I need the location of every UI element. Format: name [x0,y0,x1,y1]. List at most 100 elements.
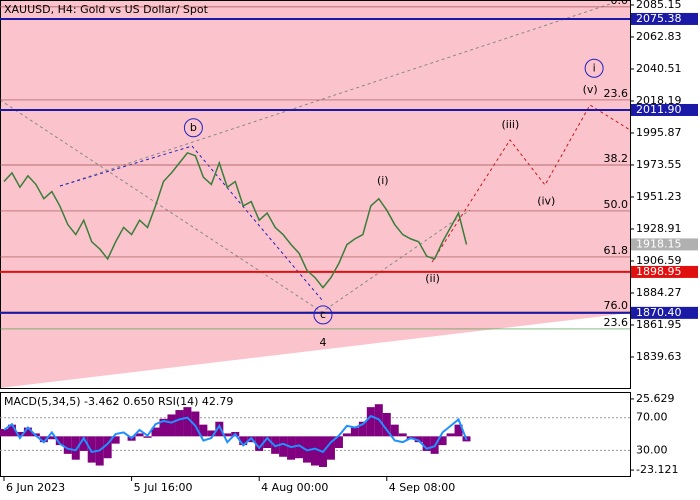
x-tick-label: 5 Jul 16:00 [134,481,193,494]
y-tick-label: 1839.63 [636,350,682,363]
fib-label: 0.0 [611,0,629,7]
level-label: 1870.40 [636,306,682,319]
macd-bar [295,436,304,459]
y-tick-label: 1928.91 [636,222,682,235]
fib-label: 76.0 [604,299,629,312]
y2-tick-label: 30.00 [636,443,668,456]
x-tick-label: 6 Jun 2023 [6,481,65,494]
macd-bar [71,436,80,460]
wave-label: (iv) [537,195,555,208]
y-tick-label: 1884.27 [636,286,682,299]
macd-bar [334,436,343,449]
wave-label: (ii) [425,272,440,285]
macd-bar [143,436,152,438]
wave-label: (v) [583,83,598,96]
macd-bar [390,424,399,437]
macd-bar [175,410,184,437]
macd-bar [255,436,264,451]
x-tick-label: 4 Aug 00:00 [261,481,328,494]
level-label: 1918.15 [636,237,682,250]
y-tick-label: 25.629 [636,392,675,405]
y-tick-label: -23.121 [636,463,678,476]
macd-bar [135,433,144,437]
level-box [631,265,698,278]
macd-bar [191,411,200,437]
macd-bar [398,433,407,437]
rsi-line [3,414,468,454]
y2-tick-label: 70.00 [636,411,668,424]
wave-label: (iii) [501,118,519,131]
macd-bar [0,429,8,437]
wave-circle [183,118,203,138]
y-tick-label: 2018.19 [636,94,682,107]
wave-label: i [593,61,596,74]
macd-bar [311,436,320,466]
wave-zone [0,0,630,388]
wave-label: c [320,308,326,321]
level-label: 1898.95 [636,265,682,278]
macd-bar [183,407,192,437]
fib-label: 38.2 [604,152,629,165]
level-label: 2011.90 [636,103,682,116]
macd-bar [223,433,232,437]
level-box [631,12,698,25]
fib-label: 61.8 [604,244,629,257]
macd-bar [342,433,351,437]
macd-bar [47,436,56,440]
macd-bar [55,436,64,446]
wave-line [59,145,323,301]
wave-label: (i) [377,174,389,187]
macd-bar [350,427,359,437]
macd-bar [454,424,463,437]
projection-line [431,104,631,263]
macd-bar [79,436,88,451]
macd-bar [414,436,423,443]
macd-bar [39,436,48,443]
fib-label: 23.6 [604,316,629,329]
macd-bar [199,424,208,437]
macd-bar [382,412,391,437]
y-tick-label: 1951.23 [636,190,682,203]
level-box [631,103,698,116]
macd-bar [167,414,176,437]
macd-bar [279,436,288,457]
fib-label: 23.6 [604,87,629,100]
macd-bar [63,436,72,454]
macd-bar [151,427,160,437]
macd-bar [87,436,96,463]
wave-label: b [190,121,197,134]
y-tick-label: 1861.95 [636,318,682,331]
level-box [631,238,698,251]
macd-bar [111,436,120,444]
chart-title: XAUUSD, H4: Gold vs US Dollar/ Spot [4,3,209,16]
macd-bar [366,407,375,437]
macd-bar [446,433,455,437]
macd-bar [422,436,431,451]
y-tick-label: 2040.51 [636,62,682,75]
channel-line [59,3,611,187]
macd-bar [239,436,248,446]
macd-bar [159,418,168,437]
price-line [3,151,468,289]
wave-circle [313,305,333,325]
macd-bar [263,436,272,449]
y-tick-label: 2085.15 [636,0,682,11]
fib-label: 50.0 [604,198,629,211]
x-tick-label: 4 Sep 08:00 [389,481,455,494]
indicator-title: MACD(5,34,5) -3.462 0.650 RSI(14) 42.79 [4,395,233,408]
y-tick-label: 1995.87 [636,126,682,139]
wave-circle [584,58,604,78]
macd-bar [23,427,32,437]
wave-label: 4 [319,336,326,349]
y-tick-label: 2062.83 [636,30,682,43]
macd-bar [438,436,447,446]
y-tick-label: 1906.59 [636,254,682,267]
macd-bar [103,436,112,459]
macd-bar [215,421,224,437]
macd-bar [15,431,24,437]
macd-bar [207,430,216,437]
level-box [631,306,698,319]
macd-bar [358,421,367,437]
